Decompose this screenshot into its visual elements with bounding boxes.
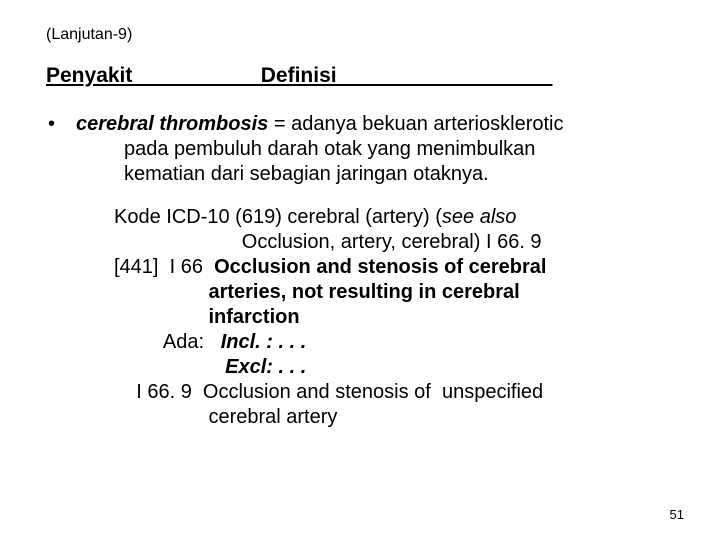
code-line-6: Ada: Incl. : . . . <box>114 330 674 355</box>
bullet-body: cerebral thrombosis = adanya bekuan arte… <box>76 112 674 187</box>
code-block: Kode ICD-10 (619) cerebral (artery) (see… <box>46 205 674 430</box>
code-line-8: I 66. 9 Occlusion and stenosis of unspec… <box>114 380 674 405</box>
column-headers: Penyakit Definisi <box>46 64 674 88</box>
code-line-4: arteries, not resulting in cerebral <box>114 280 674 305</box>
def-rest-1: = adanya bekuan arteriosklerotic <box>268 113 563 135</box>
code-line-7: Excl: . . . <box>114 355 674 380</box>
code-line-5: infarction <box>114 305 674 330</box>
code-line-3: [441] I 66 Occlusion and stenosis of cer… <box>114 255 674 280</box>
bullet-icon: • <box>46 112 76 187</box>
page-number: 51 <box>670 507 684 522</box>
slide-page: (Lanjutan-9) Penyakit Definisi • cerebra… <box>0 0 720 540</box>
code-line-1: Kode ICD-10 (619) cerebral (artery) (see… <box>114 205 674 230</box>
def-line-3: kematian dari sebagian jaringan otaknya. <box>76 162 674 187</box>
continuation-label: (Lanjutan-9) <box>46 26 674 44</box>
def-line-2: pada pembuluh darah otak yang menimbulka… <box>76 137 674 162</box>
term: cerebral thrombosis <box>76 113 268 135</box>
code-line-2: Occlusion, artery, cerebral) I 66. 9 <box>114 230 674 255</box>
definition-bullet: • cerebral thrombosis = adanya bekuan ar… <box>46 112 674 187</box>
code-line-9: cerebral artery <box>114 405 674 430</box>
